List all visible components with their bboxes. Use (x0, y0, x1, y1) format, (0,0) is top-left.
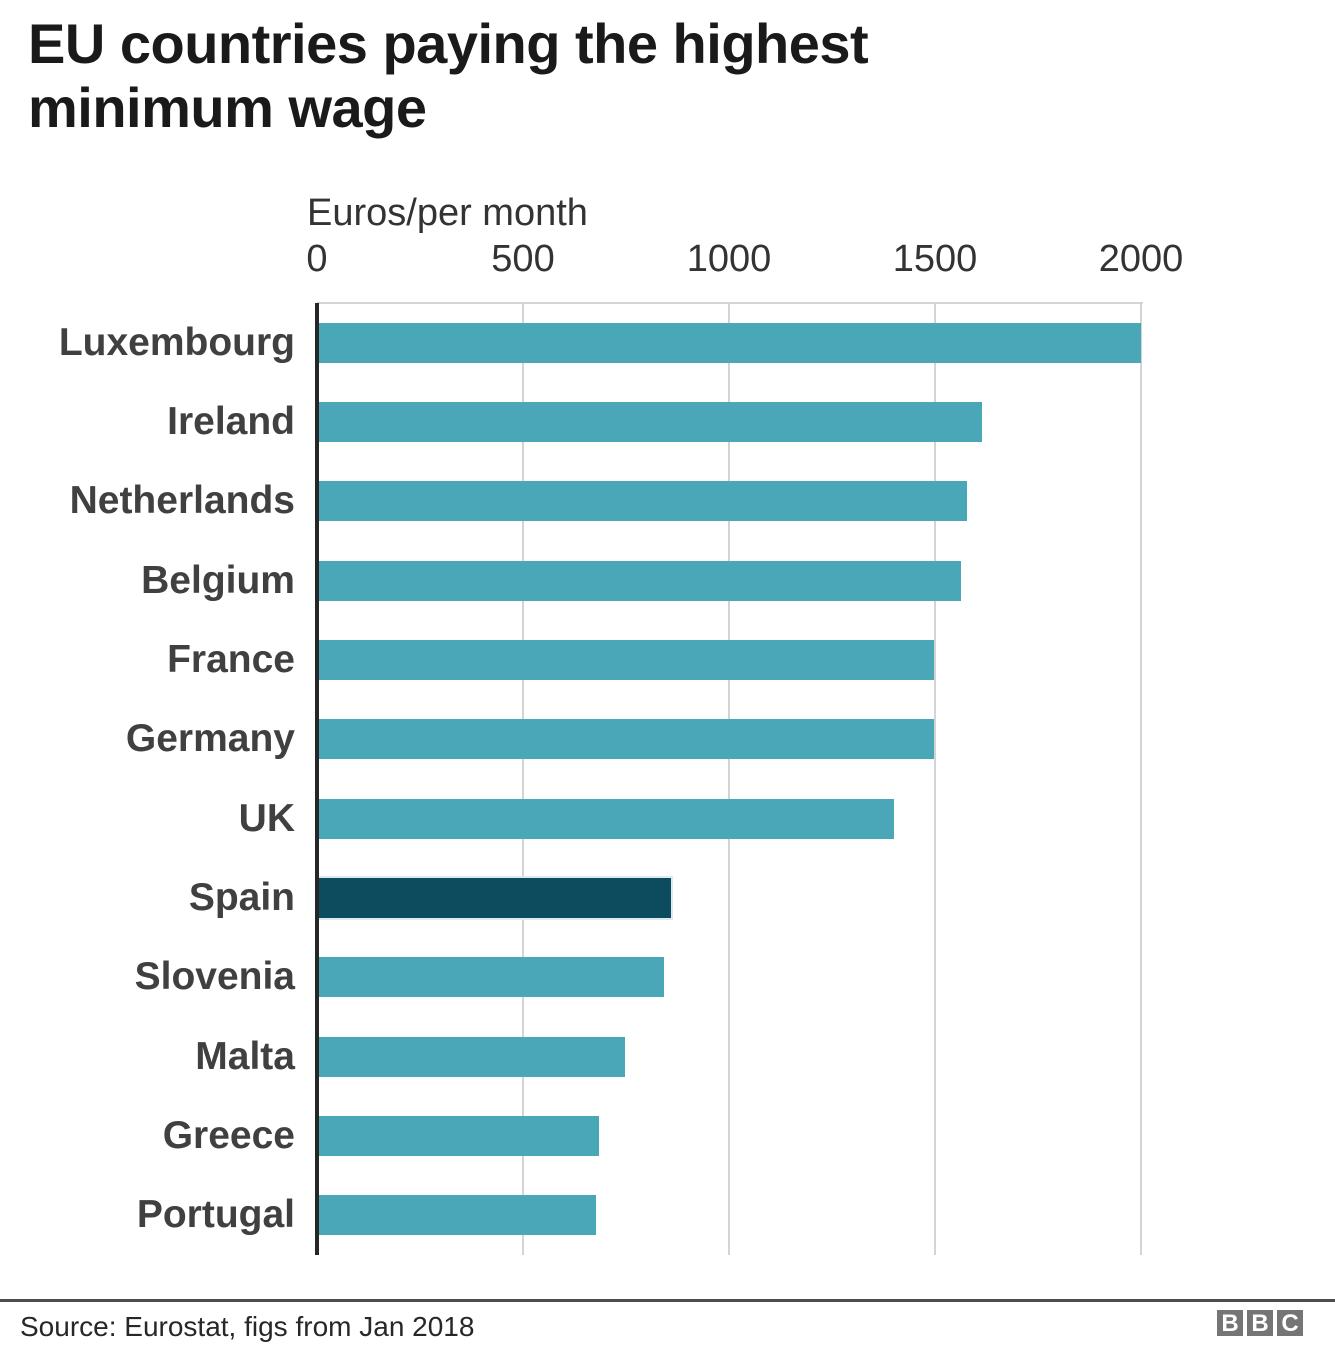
bar-row: Malta (0, 1017, 1335, 1096)
source-caption: Source: Eurostat, figs from Jan 2018 (20, 1311, 475, 1342)
bar (317, 560, 961, 601)
bbc-logo-block: B (1217, 1310, 1243, 1337)
x-tick-label: 1000 (686, 238, 772, 280)
country-label: Belgium (141, 558, 295, 602)
bar-track (317, 719, 1141, 760)
bar (317, 1036, 626, 1077)
country-label: France (167, 637, 295, 681)
bar (317, 877, 671, 918)
bar-row: Slovenia (0, 938, 1335, 1017)
gridline (1140, 303, 1142, 1255)
bar-track (317, 560, 1141, 601)
bar-track (317, 322, 1141, 363)
bar-row: UK (0, 779, 1335, 858)
bar-track (317, 957, 1141, 998)
bar (317, 798, 895, 839)
footer-rule (0, 1299, 1335, 1302)
bbc-logo-block: C (1277, 1310, 1303, 1337)
bar-track (317, 481, 1141, 522)
bar-row: Ireland (0, 382, 1335, 461)
bar-row: France (0, 620, 1335, 699)
bar-row: Netherlands (0, 462, 1335, 541)
country-label: Netherlands (69, 479, 295, 523)
country-label: Ireland (167, 399, 295, 443)
bar (317, 481, 968, 522)
bar-track (317, 798, 1141, 839)
bar (317, 957, 665, 998)
country-label: Slovenia (134, 955, 295, 999)
bar-track (317, 1036, 1141, 1077)
bar-track (317, 1195, 1141, 1236)
country-label: Malta (195, 1034, 295, 1078)
bar-row: Luxembourg (0, 303, 1335, 382)
bbc-logo-block: B (1247, 1310, 1273, 1337)
x-axis-title: Euros/per month (307, 192, 588, 234)
bar-rows: Luxembourg Ireland Netherlands Belgium F… (0, 303, 1335, 1255)
bar-track (317, 1115, 1141, 1156)
gridline (934, 303, 936, 1255)
country-label: UK (238, 796, 295, 840)
bar (317, 639, 935, 680)
bar-row: Germany (0, 700, 1335, 779)
bar (317, 1195, 596, 1236)
country-label: Portugal (136, 1193, 295, 1237)
country-label: Luxembourg (58, 320, 295, 364)
gridline (522, 303, 524, 1255)
gridline (728, 303, 730, 1255)
bar (317, 1115, 599, 1156)
bar-row: Belgium (0, 541, 1335, 620)
bar-track (317, 639, 1141, 680)
bar-row: Greece (0, 1096, 1335, 1175)
page-title: EU countries paying the highest minimum … (28, 12, 869, 139)
country-label: Spain (188, 875, 295, 919)
country-label: Greece (162, 1113, 295, 1157)
bar-row: Portugal (0, 1176, 1335, 1255)
country-label: Germany (125, 717, 295, 761)
plot-top-border (317, 302, 1143, 304)
plot-area: Luxembourg Ireland Netherlands Belgium F… (0, 302, 1335, 1255)
x-tick-label: 2000 (1098, 238, 1184, 280)
bar (317, 322, 1141, 363)
y-axis-line (315, 303, 319, 1255)
x-tick-label: 1500 (892, 238, 978, 280)
x-tick-label: 500 (491, 238, 555, 280)
bar (317, 401, 982, 442)
x-tick-label: 0 (306, 238, 328, 280)
bar-track (317, 877, 1141, 918)
bar (317, 719, 935, 760)
bar-track (317, 401, 1141, 442)
bar-row: Spain (0, 858, 1335, 937)
